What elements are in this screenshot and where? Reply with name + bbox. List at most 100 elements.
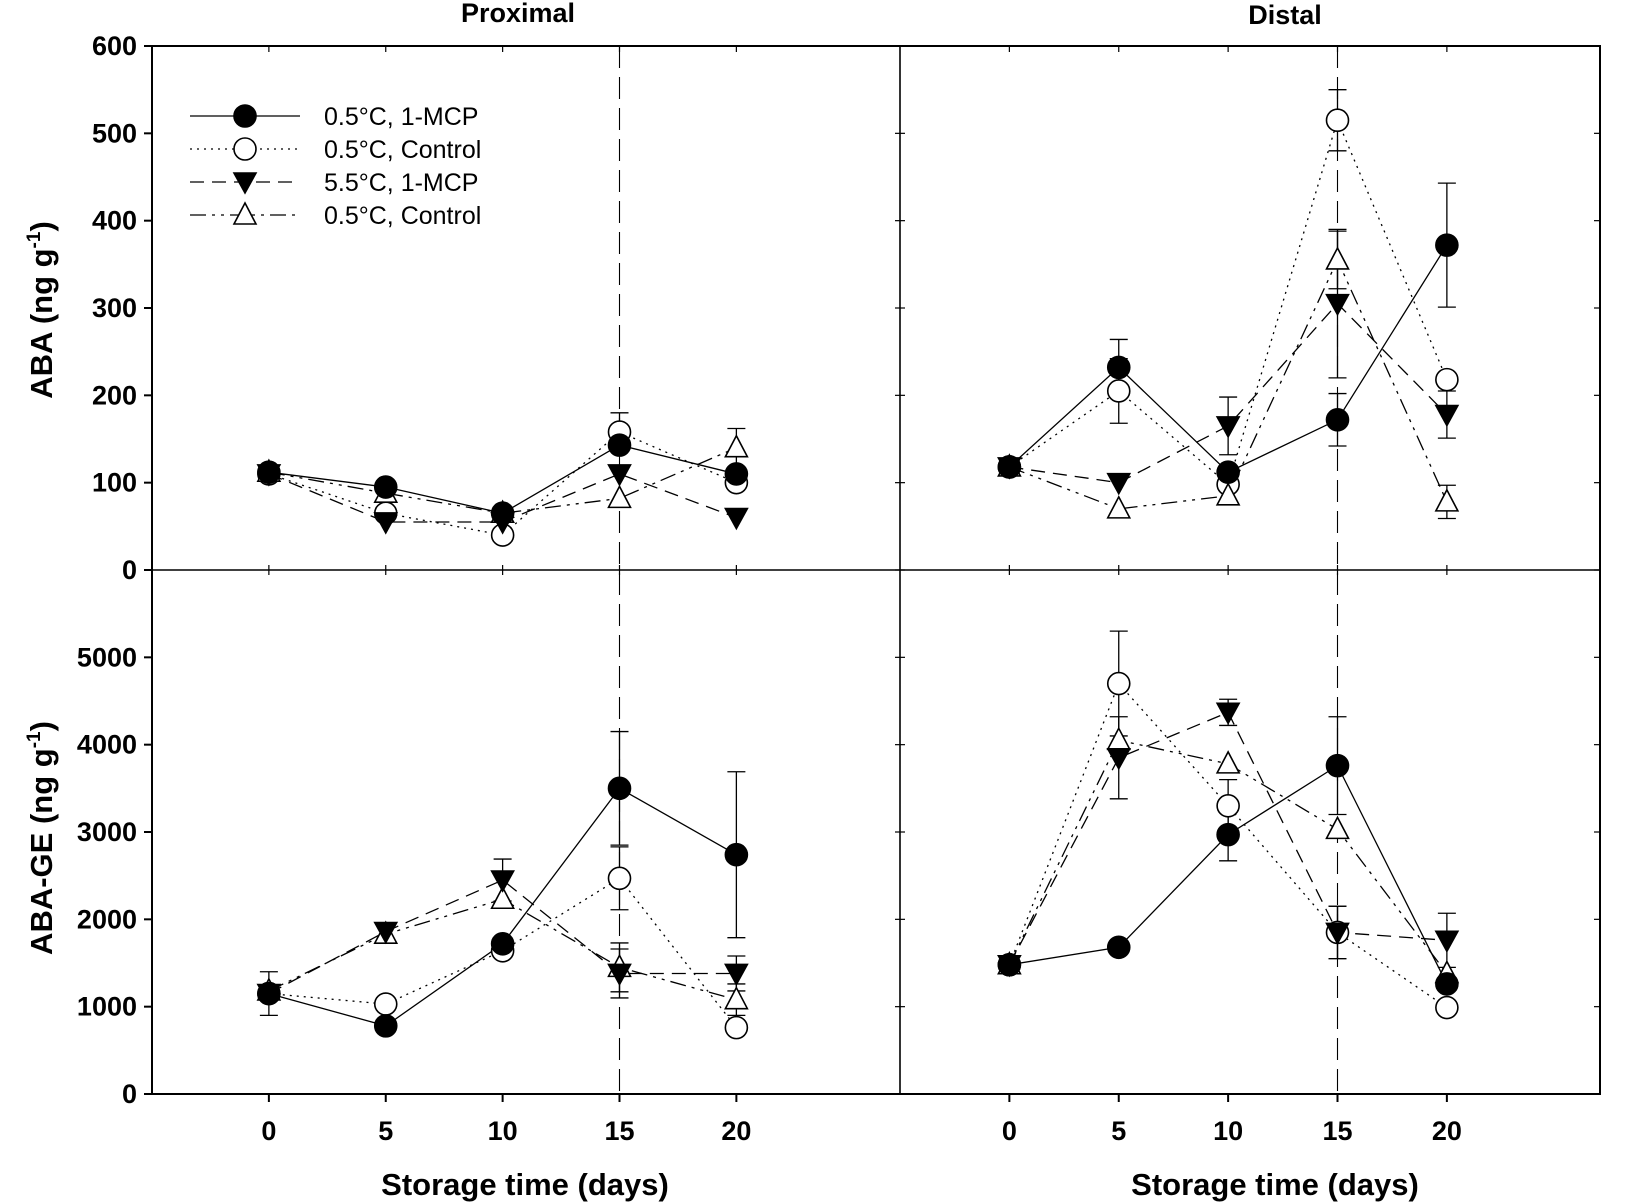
data-point bbox=[1434, 404, 1460, 428]
x-tick-label: 0 bbox=[1002, 1116, 1017, 1146]
y-tick-label: 5000 bbox=[77, 642, 137, 672]
y-tick-label: 600 bbox=[92, 31, 137, 61]
data-point bbox=[1106, 747, 1132, 771]
data-point bbox=[1325, 108, 1350, 133]
data-point bbox=[607, 464, 632, 487]
data-point bbox=[724, 507, 749, 531]
data-point bbox=[1106, 472, 1132, 496]
panel-proximal-aba bbox=[256, 412, 749, 547]
y-tick-label: 0 bbox=[122, 555, 137, 585]
data-point bbox=[724, 842, 749, 867]
x-axis-title-right: Storage time (days) bbox=[1131, 1167, 1419, 1202]
axis-ticks: 0100200300400500600010002000300040005000… bbox=[77, 31, 1600, 1146]
data-point bbox=[490, 501, 515, 526]
data-point bbox=[1434, 488, 1460, 512]
legend-item-2: 0.5°C, Control bbox=[190, 136, 481, 164]
y-tick-label: 4000 bbox=[77, 730, 137, 760]
x-tick-label: 15 bbox=[604, 1116, 634, 1146]
y-tick-label: 300 bbox=[92, 293, 137, 323]
x-tick-label: 15 bbox=[1322, 1116, 1352, 1146]
data-point bbox=[1106, 495, 1132, 519]
legend-item-4: 0.5°C, Control bbox=[190, 201, 481, 230]
data-point bbox=[607, 433, 632, 457]
data-point bbox=[607, 776, 632, 801]
data-point bbox=[1435, 972, 1459, 996]
legend-item-3: 5.5°C, 1-MCP bbox=[190, 169, 478, 197]
data-point bbox=[1215, 482, 1241, 506]
legend-marker bbox=[233, 137, 257, 161]
y-tick-label: 200 bbox=[92, 380, 137, 410]
data-point bbox=[1216, 822, 1240, 847]
data-point bbox=[1216, 793, 1240, 818]
data-point bbox=[724, 963, 749, 987]
data-point bbox=[1325, 246, 1350, 270]
column-title-distal: Distal bbox=[1248, 0, 1322, 30]
data-point bbox=[1106, 379, 1131, 403]
data-point bbox=[373, 992, 398, 1016]
data-point bbox=[490, 931, 515, 956]
data-point bbox=[607, 866, 632, 891]
data-point bbox=[1106, 355, 1131, 380]
data-point bbox=[1434, 930, 1460, 953]
data-point bbox=[724, 1015, 749, 1040]
y-tick-label: 0 bbox=[122, 1079, 137, 1109]
legend: 0.5°C, 1-MCP 0.5°C, Control 5.5°C, 1-MCP 0.… bbox=[190, 103, 481, 230]
y-axis-title-aba: ABA (ng g-1) bbox=[24, 221, 59, 399]
legend-marker bbox=[232, 172, 258, 195]
y-tick-label: 2000 bbox=[77, 904, 137, 934]
data-point bbox=[373, 512, 399, 535]
data-point bbox=[724, 985, 749, 1010]
series-line-3 bbox=[268, 879, 737, 995]
data-point bbox=[373, 475, 398, 499]
legend-label: 5.5°C, 1-MCP bbox=[324, 169, 478, 197]
data-point bbox=[1106, 935, 1131, 960]
column-title-proximal: Proximal bbox=[461, 0, 575, 28]
text-labels: Proximal Distal Storage time (days) Stor… bbox=[24, 0, 1419, 1202]
data-point bbox=[1215, 702, 1241, 726]
y-tick-label: 400 bbox=[92, 206, 137, 236]
data-point bbox=[1435, 367, 1459, 392]
data-point bbox=[490, 885, 515, 910]
legend-label: 0.5°C, Control bbox=[324, 202, 481, 230]
data-point bbox=[997, 455, 1022, 479]
legend-label: 0.5°C, 1-MCP bbox=[324, 103, 478, 131]
legend-marker bbox=[232, 201, 258, 225]
data-point bbox=[1215, 750, 1241, 774]
y-tick-label: 1000 bbox=[77, 992, 137, 1022]
data-point bbox=[490, 870, 515, 893]
data-point bbox=[997, 952, 1022, 977]
x-tick-label: 5 bbox=[378, 1116, 393, 1146]
data-point bbox=[1325, 407, 1350, 432]
y-tick-label: 100 bbox=[92, 468, 137, 498]
data-point bbox=[1325, 922, 1350, 946]
panel-distal-aba-ge bbox=[997, 630, 1460, 1020]
panel-proximal-aba-ge bbox=[256, 730, 749, 1040]
x-tick-label: 10 bbox=[1213, 1116, 1243, 1146]
x-axis-title-left: Storage time (days) bbox=[381, 1167, 669, 1202]
x-tick-label: 20 bbox=[721, 1116, 751, 1146]
x-tick-label: 10 bbox=[488, 1116, 518, 1146]
data-point bbox=[1325, 293, 1350, 317]
series-line-4 bbox=[1009, 258, 1448, 510]
data-point bbox=[1325, 753, 1350, 778]
data-point bbox=[724, 434, 749, 458]
legend-item-1: 0.5°C, 1-MCP bbox=[190, 103, 478, 131]
data-point bbox=[257, 460, 281, 484]
data-point bbox=[1435, 995, 1459, 1020]
data-point bbox=[257, 981, 281, 1006]
data-point bbox=[1106, 726, 1132, 751]
series-line-3 bbox=[1009, 302, 1448, 484]
data-point bbox=[607, 484, 632, 509]
panel-distal-aba bbox=[997, 89, 1460, 520]
data-point bbox=[1325, 815, 1350, 840]
data-point bbox=[1215, 416, 1241, 439]
data-point bbox=[724, 462, 749, 486]
data-point bbox=[1216, 460, 1240, 484]
y-axis-title-aba-ge: ABA-GE (ng g-1) bbox=[24, 721, 59, 955]
x-tick-label: 0 bbox=[261, 1116, 276, 1146]
x-tick-label: 20 bbox=[1432, 1116, 1462, 1146]
data-point bbox=[373, 921, 399, 945]
data-series bbox=[256, 89, 1460, 1040]
data-point bbox=[373, 1014, 398, 1038]
